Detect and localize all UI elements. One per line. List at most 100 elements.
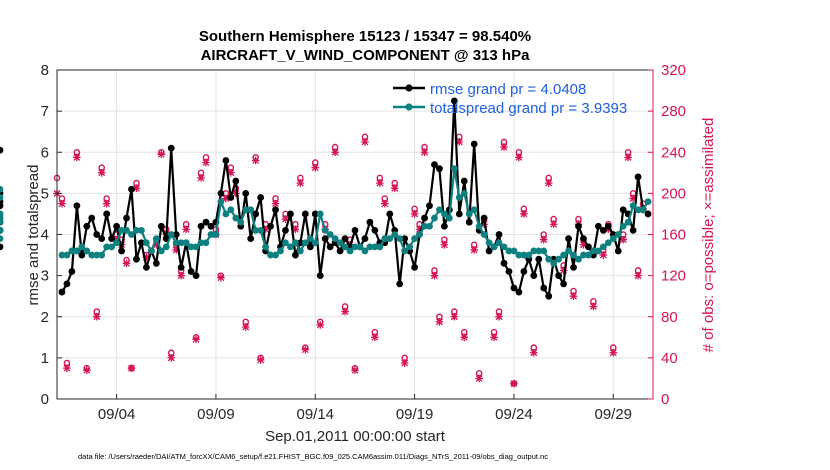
spread-point [277,247,284,255]
obs-assimilated-point [435,318,444,326]
spread-point [207,231,215,238]
obs-assimilated-point [544,179,553,187]
rmse-point [371,226,379,234]
spread-point [465,210,473,218]
spread-point [550,259,558,267]
data-file-footer: data file: /Users/raeder/DAI/ATM_forcXX/… [78,452,548,461]
spread-point [63,251,71,259]
obs-assimilated-point [390,184,399,193]
rmse-point [316,272,324,280]
spread-point [515,251,523,259]
rmse-point [113,222,120,230]
spread-point [396,235,404,243]
y2-tick-label: 0 [661,391,669,408]
legend-rmse-marker [405,84,413,92]
obs-assimilated-point [539,235,548,244]
legend-rmse-label: rmse grand pr = 4.0408 [430,81,586,98]
spread-point [455,194,463,201]
rmse-point [619,206,627,214]
obs-assimilated-point [227,169,235,177]
rmse-point [614,247,622,255]
rmse-point [63,280,71,288]
spread-point [138,226,145,234]
rmse-point [0,146,4,154]
spread-point [321,226,329,234]
rmse-point [634,173,642,181]
x-tick-label: 09/14 [296,406,334,423]
rmse-point [177,264,185,271]
rmse-point [599,226,607,234]
rmse-point [118,247,125,255]
rmse-point [187,268,195,275]
obs-assimilated-point [182,225,190,234]
obs-assimilated-point [341,307,349,316]
spread-point [0,194,4,201]
rmse-point [480,214,488,222]
spread-point [118,226,125,234]
rmse-point [336,247,344,255]
rmse-point [510,284,518,292]
rmse-point [321,235,329,243]
spread-point [83,247,91,255]
spread-point [232,214,240,222]
spread-point [624,218,632,226]
obs-assimilated-point [222,194,230,203]
rmse-point [0,202,4,210]
obs-assimilated-point [549,220,558,229]
spread-point [292,239,299,247]
obs-assimilated-point [475,374,483,383]
spread-point [0,185,4,193]
rmse-point [242,189,250,197]
rmse-point [341,235,349,243]
spread-point [505,247,513,255]
spread-point [98,251,106,259]
rmse-point [604,222,612,230]
chart-subtitle: AIRCRAFT_V_WIND_COMPONENT @ 313 hPa [201,47,531,64]
spread-point [316,210,324,218]
rmse-point [441,222,448,230]
obs-assimilated-point [500,143,508,151]
rmse-point [470,140,478,148]
rmse-point [396,280,404,288]
obs-assimilated-point [152,240,161,249]
spread-point [222,210,230,218]
spread-point [619,222,627,230]
series-lines [0,97,652,300]
rmse-point [98,235,106,243]
obs-assimilated-point [579,240,588,249]
spread-point [565,247,572,255]
obs-assimilated-point [58,199,66,208]
obs-assimilated-point [589,302,598,311]
obs-assimilated-point [400,359,409,367]
rmse-point [629,226,637,234]
spread-point [540,247,548,255]
spread-point [585,251,592,259]
obs-assimilated-point [217,273,225,282]
rmse-point [361,235,369,243]
rmse-point [326,243,334,251]
rmse-point [207,222,215,230]
obs-assimilated-point [351,366,359,375]
spread-point [381,235,389,243]
y2-tick-label: 320 [661,62,686,79]
spread-point [202,239,210,247]
rmse-point [292,251,299,259]
rmse-point [306,243,314,251]
obs-assimilated-point [167,354,176,362]
spread-point [113,239,120,247]
spread-point [535,247,543,255]
spread-point [510,247,518,255]
obs-assimilated-point [197,174,205,182]
rmse-point [594,222,602,230]
obs-assimilated-point [440,240,449,249]
y-tick-label: 7 [41,103,49,120]
spread-point [416,231,423,238]
spread-point [247,206,255,214]
obs-assimilated-point [127,364,136,372]
y2-tick-label: 40 [661,350,678,367]
spread-point [351,243,359,251]
rmse-point [128,185,135,193]
obs-assimilated-point [122,259,131,268]
spread-point [495,239,503,247]
obs-assimilated-point [157,150,166,159]
